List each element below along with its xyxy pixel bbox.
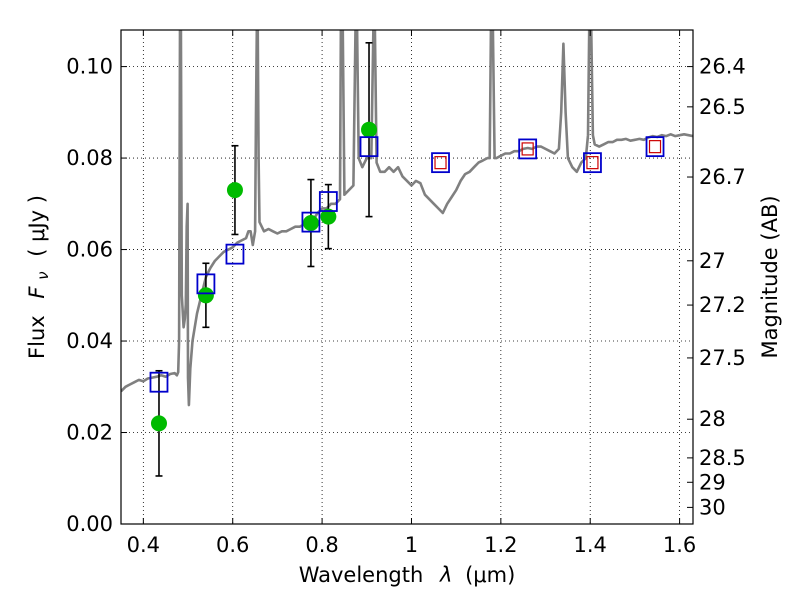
limit-squares-group (434, 140, 662, 170)
x-axis-ticks: 0.4 0.6 0.8 1 1.2 1.4 1.6 (127, 30, 696, 557)
y-axis-label-unit: ( μJy ) (25, 195, 49, 257)
y-axis-label-text: Flux (25, 315, 49, 359)
model-square (225, 243, 245, 265)
x-tick-label: 0.4 (127, 533, 160, 557)
y-axis-label-subscript: ν (34, 271, 52, 279)
magnitude-tick-label: 27.5 (699, 346, 746, 370)
y-axis-label: Flux F ν ( μJy ) (25, 195, 53, 359)
x-tick-label: 1.2 (484, 533, 517, 557)
model-square (583, 152, 602, 174)
x-tick-label: 1.6 (663, 533, 696, 557)
limit-square (521, 142, 534, 156)
x-axis-label-text: Wavelength (299, 563, 424, 587)
x-axis-label-unit: (μm) (465, 563, 515, 587)
y-tick-label: 0.08 (66, 146, 113, 170)
x-tick-label: 1 (405, 533, 418, 557)
model-square (196, 273, 216, 295)
magnitude-tick-label: 29 (699, 470, 726, 494)
magnitude-tick-label: 30 (699, 495, 726, 519)
magnitude-tick-label: 28.5 (699, 446, 746, 470)
x-tick-label: 0.6 (216, 533, 249, 557)
limit-square (648, 140, 662, 154)
model-square (149, 371, 169, 393)
model-square (318, 191, 338, 212)
y-axis-label-symbol: F (25, 286, 49, 299)
y-tick-label: 0.06 (66, 238, 113, 262)
y-tick-label: 0.04 (66, 329, 113, 353)
limit-square (434, 156, 447, 170)
magnitude-tick-label: 27.2 (699, 293, 746, 317)
observed-point (320, 208, 337, 225)
magnitude-tick-label: 28 (699, 407, 726, 431)
observed-point (226, 182, 243, 199)
y-axis-ticks: 0.00 0.02 0.04 0.06 0.08 0.10 (66, 55, 127, 536)
model-square (301, 211, 321, 233)
plot-frame (120, 29, 694, 525)
y-tick-label: 0.10 (66, 55, 113, 79)
observed-point (197, 287, 214, 304)
y-tick-label: 0.00 (66, 512, 113, 536)
magnitude-tick-label: 27 (699, 249, 726, 273)
x-axis-label-symbol: λ (439, 563, 452, 587)
model-square (518, 138, 538, 160)
model-square (645, 136, 665, 158)
observed-point (150, 415, 167, 432)
y-tick-label: 0.02 (66, 421, 113, 445)
observed-points-group (150, 121, 378, 432)
magnitude-tick-label: 26.7 (699, 165, 746, 189)
sed-line-group (121, 30, 693, 407)
magnitude-tick-label: 26.5 (699, 95, 746, 119)
model-square (359, 136, 379, 158)
sed-line (121, 30, 693, 407)
model-squares-group (149, 136, 665, 393)
magnitude-tick-label: 26.4 (699, 55, 746, 79)
x-tick-label: 0.8 (305, 533, 338, 557)
magnitude-axis-label: Magnitude (AB) (758, 195, 782, 358)
limit-square (586, 156, 599, 170)
x-tick-label: 1.4 (574, 533, 607, 557)
observed-point (361, 121, 378, 138)
x-axis-label: Wavelength λ (μm) (299, 563, 516, 587)
observed-point (302, 215, 319, 232)
model-square (431, 152, 450, 174)
